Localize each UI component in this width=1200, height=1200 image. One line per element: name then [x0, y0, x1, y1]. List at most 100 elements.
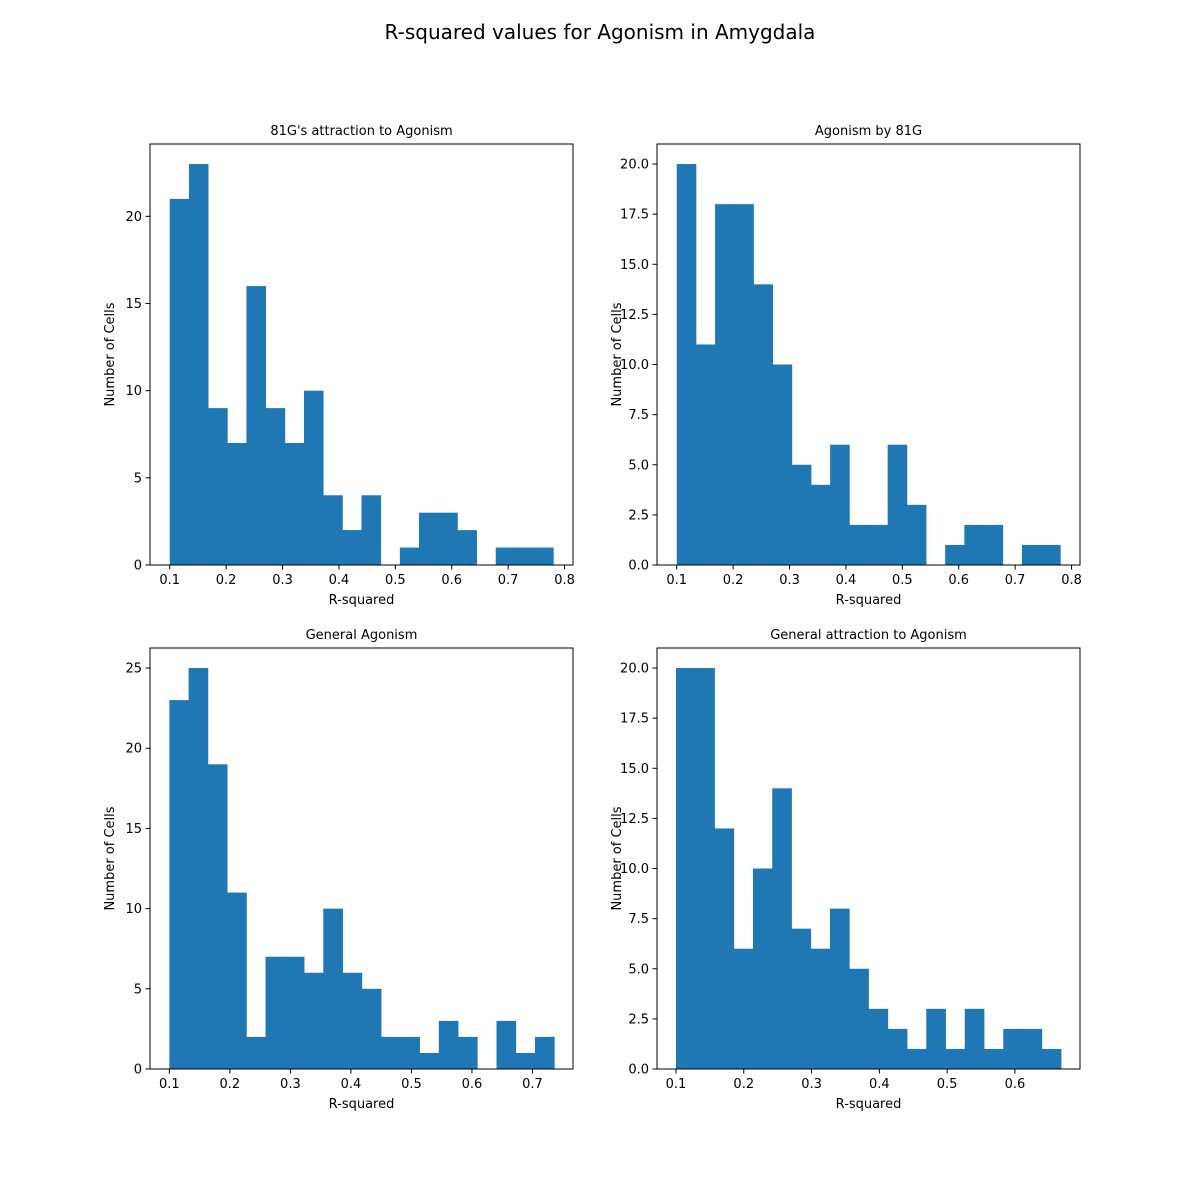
- x-tick-label: 0.4: [341, 1077, 362, 1092]
- x-tick-label: 0.1: [666, 1077, 687, 1092]
- x-tick-label: 0.7: [1005, 573, 1026, 588]
- x-axis-label: R-squared: [329, 1097, 395, 1112]
- panel-title: General attraction to Agonism: [770, 628, 967, 643]
- y-axis-label: Number of Cells: [610, 806, 625, 910]
- axes-frame: [149, 647, 574, 1070]
- histogram-bar: [169, 700, 189, 1069]
- histogram-bar: [868, 1008, 889, 1069]
- x-tick-label: 0.2: [723, 573, 744, 588]
- x-tick-label: 0.3: [801, 1077, 822, 1092]
- histogram-bar: [188, 164, 209, 566]
- y-tick-label: 2.5: [628, 508, 649, 523]
- x-tick-label: 0.6: [1005, 1077, 1026, 1092]
- histogram-bar: [733, 948, 754, 1069]
- histogram-bar: [983, 524, 1004, 565]
- y-tick-label: 5: [134, 982, 142, 997]
- histogram-bar: [227, 442, 247, 565]
- y-axis-label: Number of Cells: [610, 302, 625, 406]
- y-tick-label: 0.0: [628, 559, 649, 574]
- histogram-bar: [304, 972, 324, 1069]
- histogram-bar: [265, 408, 286, 565]
- histogram-bar: [810, 484, 831, 565]
- histogram-bar: [830, 444, 850, 565]
- y-tick-label: 10: [125, 384, 142, 399]
- histogram-bar: [906, 504, 927, 565]
- histogram-bar: [695, 344, 716, 565]
- chart-panel-4: 0.1 0.2 0.3 0.4 0.5 0.6 0.0 2.5 5.0 7.5 10.0 12.5 15…: [610, 628, 1081, 1112]
- x-tick-label: 0.5: [892, 573, 913, 588]
- histogram-bar: [246, 1036, 266, 1069]
- histogram-bar: [246, 286, 267, 565]
- y-tick-label: 0: [134, 559, 142, 574]
- y-tick-label: 7.5: [628, 408, 649, 423]
- histogram-bar: [753, 284, 774, 565]
- axes-frame: [149, 143, 574, 566]
- x-tick-label: 0.4: [836, 573, 857, 588]
- y-tick-label: 17.5: [620, 712, 649, 727]
- histogram-bar: [438, 1020, 459, 1069]
- y-tick-label: 25: [125, 662, 142, 677]
- histogram-bar: [342, 972, 363, 1069]
- histogram-bar: [419, 512, 439, 565]
- histogram-bar: [1021, 544, 1042, 565]
- y-tick-label: 20: [125, 210, 142, 225]
- x-tick-label: 0.7: [522, 1077, 543, 1092]
- x-tick-label: 0.3: [280, 1077, 301, 1092]
- x-tick-label: 0.1: [666, 573, 687, 588]
- y-tick-label: 10.0: [620, 358, 649, 373]
- histogram-bar: [887, 1028, 908, 1069]
- histogram-bar: [849, 968, 869, 1069]
- y-tick-label: 17.5: [620, 208, 649, 223]
- x-tick-label: 0.8: [1061, 573, 1082, 588]
- histogram-bar: [495, 547, 516, 565]
- histogram-bar: [984, 1048, 1004, 1069]
- x-tick-label: 0.2: [220, 1077, 241, 1092]
- histogram-bar: [284, 442, 305, 565]
- x-tick-label: 0.4: [329, 573, 350, 588]
- histogram-bar: [907, 1048, 927, 1069]
- histogram-bar: [868, 524, 889, 565]
- histogram-bar: [342, 530, 362, 565]
- histogram-bar: [227, 892, 247, 1069]
- x-tick-label: 0.2: [733, 1077, 754, 1092]
- y-axis-label: Number of Cells: [103, 806, 118, 910]
- x-axis-label: R-squared: [329, 593, 395, 608]
- histogram-bar: [714, 828, 735, 1069]
- histogram-bar: [361, 988, 382, 1069]
- histogram-bar: [207, 764, 228, 1069]
- panel-title: Agonism by 81G: [815, 124, 922, 139]
- histogram-bar: [945, 1048, 966, 1069]
- y-tick-label: 15.0: [620, 762, 649, 777]
- histogram-bar: [514, 547, 535, 565]
- x-tick-label: 0.4: [869, 1077, 890, 1092]
- x-tick-label: 0.6: [441, 573, 462, 588]
- y-tick-label: 0: [134, 1063, 142, 1078]
- y-tick-label: 5.0: [628, 458, 649, 473]
- histogram-bar: [496, 1020, 517, 1069]
- histogram-bar: [791, 464, 812, 565]
- histogram-bar: [964, 1008, 985, 1069]
- histogram-bar: [1041, 544, 1061, 565]
- histogram-bar: [695, 668, 715, 1069]
- y-tick-label: 2.5: [628, 1012, 649, 1027]
- histogram-bar: [772, 364, 793, 565]
- y-tick-label: 7.5: [628, 912, 649, 927]
- histogram-bar: [208, 408, 228, 565]
- figure-title: R-squared values for Agonism in Amygdala: [385, 20, 816, 44]
- histogram-bar: [887, 444, 908, 565]
- histogram-bar: [830, 908, 850, 1069]
- histogram-bar: [675, 668, 696, 1069]
- histogram-bar: [265, 956, 286, 1069]
- histogram-bar: [515, 1052, 536, 1069]
- histogram-bar: [849, 524, 869, 565]
- histogram-bar: [964, 524, 984, 565]
- histogram-bar: [323, 908, 343, 1069]
- x-tick-label: 0.5: [385, 573, 406, 588]
- x-tick-label: 0.6: [462, 1077, 483, 1092]
- histogram-bar: [772, 788, 792, 1069]
- y-tick-label: 20: [125, 742, 142, 757]
- y-tick-label: 12.5: [620, 308, 649, 323]
- histogram-bar: [400, 1036, 420, 1069]
- y-tick-label: 20.0: [620, 158, 649, 173]
